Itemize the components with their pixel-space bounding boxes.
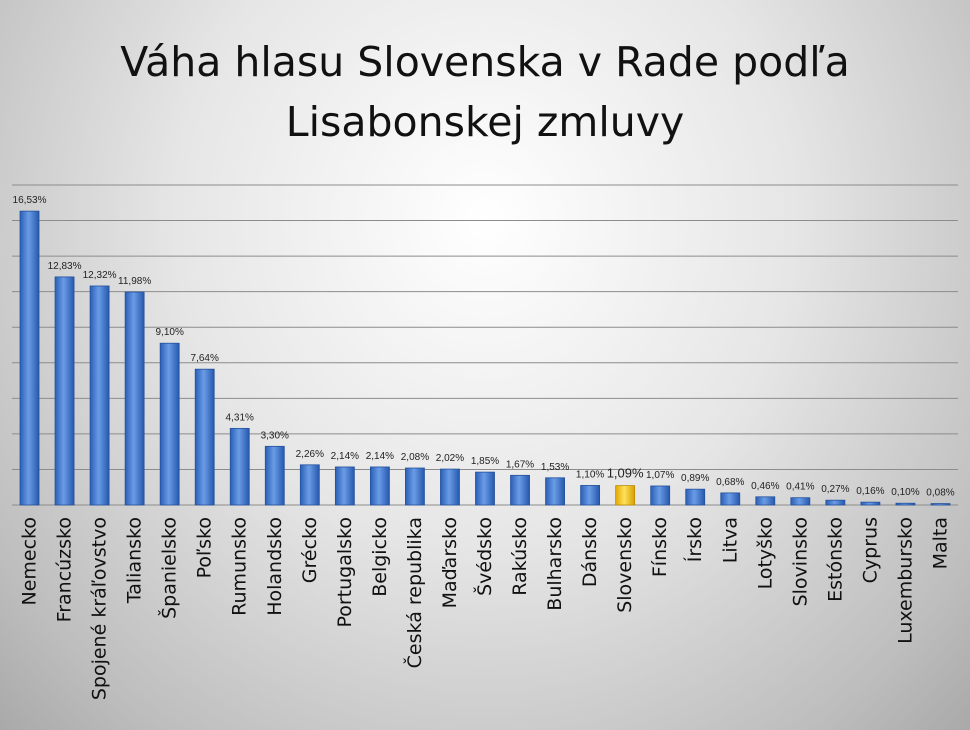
category-label-8: Grécko: [299, 517, 321, 583]
data-label-18: 1,07%: [646, 470, 674, 481]
data-label-26: 0,08%: [926, 488, 954, 499]
data-label-17: 1,09%: [607, 466, 644, 481]
bar-5: [194, 368, 215, 506]
bar-16: [580, 485, 601, 506]
data-label-14: 1,67%: [506, 459, 534, 470]
category-label-11: Česká republika: [402, 517, 426, 668]
category-label-2: Spojené kráľovstvo: [89, 517, 111, 700]
data-label-20: 0,68%: [716, 477, 744, 488]
category-label-3: Taliansko: [124, 517, 146, 604]
data-label-6: 4,31%: [226, 412, 254, 423]
data-label-3: 11,98%: [118, 276, 151, 287]
data-label-19: 0,89%: [681, 473, 709, 484]
data-label-1: 12,83%: [48, 261, 82, 272]
category-label-25: Luxembursko: [894, 517, 916, 644]
bar-13: [475, 471, 495, 506]
bar-17: [615, 485, 636, 506]
category-label-17: Slovensko: [614, 517, 636, 613]
bars: [19, 210, 951, 506]
category-label-19: Írsko: [683, 517, 706, 562]
category-label-0: Nemecko: [19, 517, 41, 606]
bar-6: [229, 427, 250, 506]
bar-25: [895, 502, 916, 506]
bar-8: [299, 464, 320, 506]
bar-22: [790, 497, 811, 506]
category-label-1: Francúzsko: [54, 517, 76, 622]
bar-7: [264, 445, 285, 506]
data-label-8: 2,26%: [296, 449, 324, 460]
category-label-26: Malta: [929, 517, 951, 569]
category-label-21: Lotyško: [754, 517, 776, 589]
category-label-20: Litva: [719, 517, 741, 563]
bar-4: [159, 342, 180, 506]
data-label-5: 7,64%: [191, 353, 219, 364]
data-label-22: 0,41%: [786, 482, 814, 493]
chart-title-line-1: Váha hlasu Slovenska v Rade podľa: [120, 38, 849, 86]
category-label-12: Maďarsko: [439, 517, 461, 608]
category-label-4: Španielsko: [157, 517, 181, 619]
data-label-16: 1,10%: [576, 469, 604, 480]
category-label-24: Cyprus: [859, 517, 881, 583]
bar-10: [369, 466, 390, 506]
category-label-18: Fínsko: [649, 517, 671, 577]
data-label-25: 0,10%: [891, 487, 919, 498]
bar-20: [720, 492, 741, 506]
data-label-9: 2,14%: [331, 451, 359, 462]
data-label-15: 1,53%: [541, 462, 569, 473]
category-label-15: Bulharsko: [544, 517, 566, 611]
bar-3: [124, 291, 145, 506]
bar-14: [510, 474, 530, 506]
category-label-14: Rakúsko: [509, 517, 531, 596]
data-label-24: 0,16%: [856, 486, 884, 497]
data-label-13: 1,85%: [471, 456, 499, 467]
bar-1: [54, 276, 75, 506]
category-labels: Nemecko Francúzsko Spojené kráľovstvo Talia…: [19, 517, 952, 700]
bar-12: [440, 468, 460, 506]
category-label-13: Švédsko: [472, 517, 496, 596]
data-label-2: 12,32%: [83, 270, 117, 281]
data-label-0: 16,53%: [13, 195, 47, 206]
bar-0: [19, 210, 40, 506]
category-label-10: Belgicko: [369, 517, 391, 597]
data-label-4: 9,10%: [155, 327, 183, 338]
data-label-23: 0,27%: [821, 484, 849, 495]
bar-18: [650, 485, 671, 506]
data-label-10: 2,14%: [366, 451, 394, 462]
data-label-12: 2,02%: [436, 453, 464, 464]
bar-9: [334, 466, 355, 506]
bar-11: [405, 467, 425, 506]
bar-24: [860, 501, 881, 506]
category-label-5: Poľsko: [194, 517, 216, 578]
category-label-22: Slovinsko: [789, 517, 811, 606]
category-label-6: Rumunsko: [229, 517, 251, 616]
bar-2: [89, 285, 110, 506]
data-label-7: 3,30%: [261, 430, 289, 441]
data-labels: 16,53% 12,83%12,32%11,98% 9,10% 7,64% 4,31% 3…: [13, 195, 955, 498]
bar-23: [825, 499, 846, 506]
bar-15: [545, 477, 565, 506]
data-label-11: 2,08%: [401, 452, 429, 463]
bar-26: [930, 503, 951, 506]
category-label-9: Portugalsko: [334, 517, 356, 628]
bar-21: [755, 496, 776, 506]
bar-19: [685, 488, 706, 506]
data-label-21: 0,46%: [751, 481, 779, 492]
chart-title-line-2: Lisabonskej zmluvy: [286, 98, 684, 146]
category-label-16: Dánsko: [579, 517, 601, 587]
category-label-23: Estónsko: [824, 517, 846, 602]
category-label-7: Holandsko: [264, 517, 286, 616]
